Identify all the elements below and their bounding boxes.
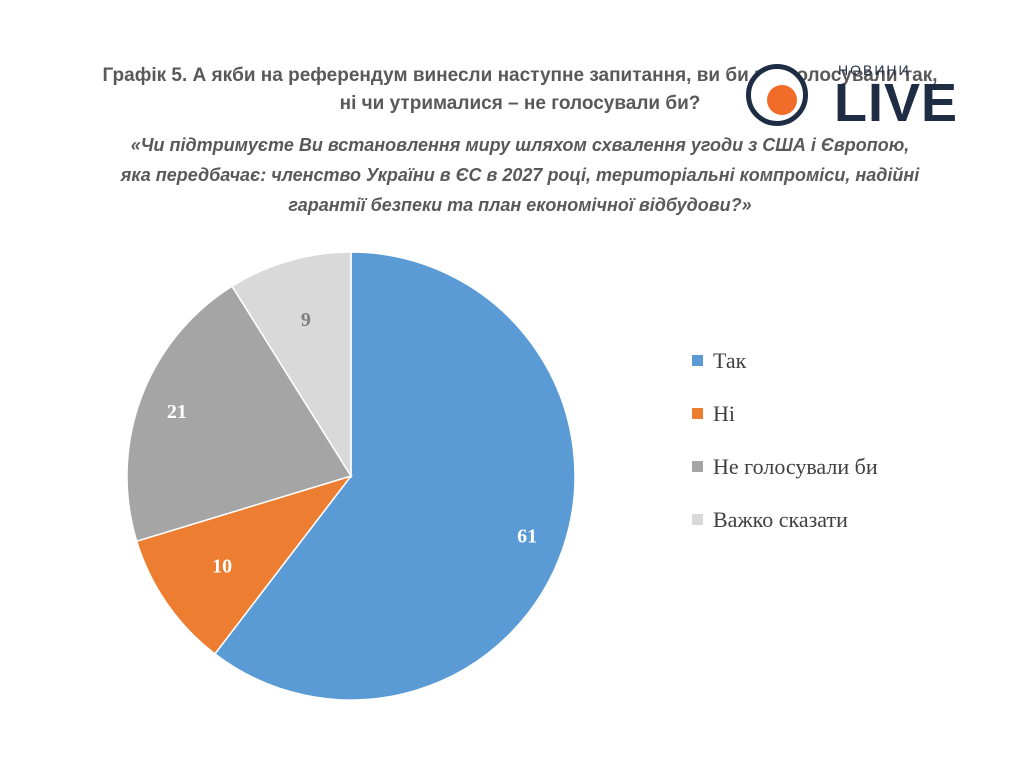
pie-slice-3 [126,285,353,543]
legend-swatch [692,514,703,525]
legend-item-1: Так [692,334,878,387]
chart-title: Графік 5. А якби на референдум винесли н… [30,62,1010,118]
legend-swatch [692,408,703,419]
chart-title-line-1: Графік 5. А якби на референдум винесли н… [102,65,938,86]
logo-big-text: LIVE [834,73,959,133]
chart-title-line-2: ні чи утрималися – не голосували би? [339,93,701,114]
data-label-2: 10 [212,555,232,577]
legend-label: Важко сказати [713,506,848,532]
legend-item-2: Ні [692,387,878,440]
subtitle-line-1: «Чи підтримуєте Ви встановлення миру шля… [130,135,910,155]
data-label-3: 21 [167,401,187,423]
logo-small-text: НОВИНИ [838,62,911,78]
chart-legend: Так Ні Не голосували би Важко сказати [692,334,878,546]
legend-swatch [692,355,703,366]
pie-slice-4 [231,251,352,479]
data-label-1: 61 [517,526,537,548]
data-label-4: 9 [301,309,311,331]
legend-label: Так [713,347,747,373]
legend-label: Не голосували би [713,453,878,479]
legend-swatch [692,461,703,472]
legend-label: Ні [713,400,735,426]
chart-subtitle: «Чи підтримуєте Ви встановлення миру шля… [30,130,1010,220]
pie-slice-2 [135,474,354,655]
legend-item-3: Не голосували би [692,440,878,493]
live-logo-icon [746,64,808,126]
legend-item-4: Важко сказати [692,493,878,546]
logo-dot [767,85,797,115]
subtitle-line-3: гарантії безпеки та план економічної від… [288,195,752,215]
subtitle-line-2: яка передбачає: членство України в ЄС в … [120,165,920,185]
pie-slice-1 [213,251,576,701]
news-live-logo: НОВИНИ LIVE [744,60,974,140]
